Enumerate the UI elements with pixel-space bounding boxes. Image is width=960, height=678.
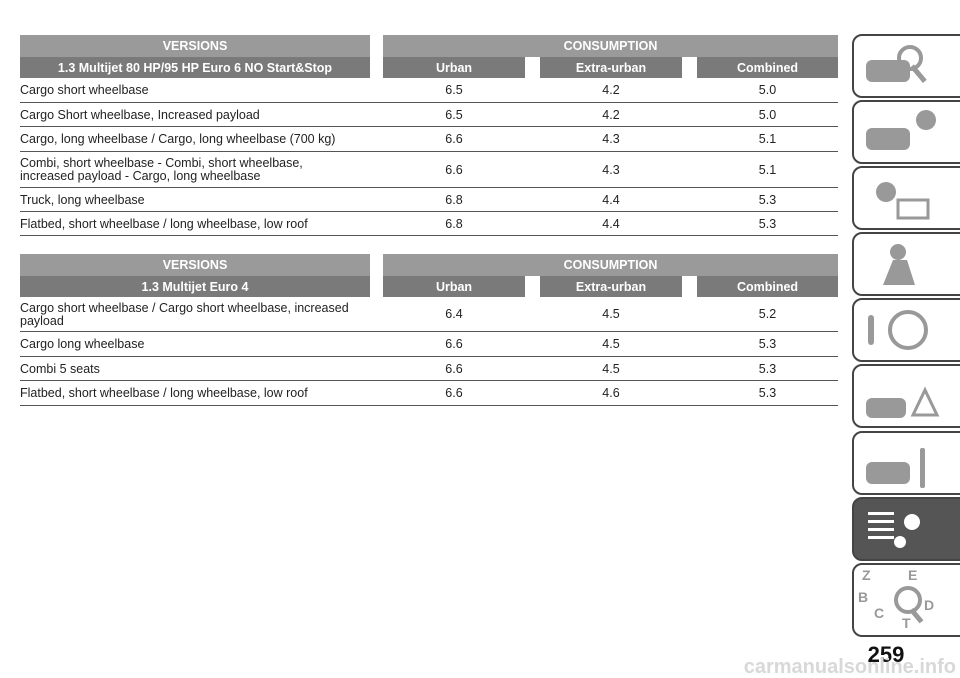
table-cell: Cargo, long wheelbase / Cargo, long whee…: [20, 132, 336, 146]
subheader-cell: Extra-urban: [540, 57, 682, 78]
table-row: [20, 381, 838, 406]
table-row: [20, 332, 838, 357]
header-cell: CONSUMPTION: [383, 35, 838, 57]
table-cell: 5.1: [758, 132, 777, 146]
table-cell: 5.3: [758, 386, 777, 400]
table-row: [20, 152, 838, 188]
header-cell: CONSUMPTION: [383, 254, 838, 276]
table-cell: 4.5: [602, 361, 620, 376]
subheader-cell: Extra-urban: [540, 276, 682, 297]
table-cell: Flatbed, short wheelbase / long wheelbas…: [20, 386, 308, 400]
table-cell: 4.2: [602, 107, 620, 122]
header-cell: VERSIONS: [20, 254, 370, 276]
table-cell: 6.6: [445, 132, 463, 146]
svg-text:T: T: [902, 615, 911, 631]
watermark: carmanualsonline.info: [743, 656, 956, 678]
svg-text:Z: Z: [862, 567, 871, 583]
table-cell: 6.6: [445, 162, 463, 177]
table-cell: 6.8: [445, 192, 463, 207]
subheader-cell: Combined: [697, 57, 838, 78]
table-cell: 6.4: [445, 307, 463, 321]
table-row: [20, 357, 838, 381]
table-cell: 5.3: [758, 361, 777, 376]
subheader-cell: Urban: [383, 57, 525, 78]
table-row: [20, 188, 838, 212]
svg-text:B: B: [858, 589, 868, 605]
svg-text:C: C: [874, 605, 884, 621]
table-row: [20, 103, 838, 127]
table-cell: 4.6: [602, 386, 620, 400]
table-cell: 6.8: [445, 216, 463, 231]
subheader-cell: 1.3 Multijet 80 HP/95 HP Euro 6 NO Start…: [20, 57, 370, 78]
table-cell: 4.3: [602, 162, 620, 177]
table-cell: Cargo Short wheelbase, Increased payload: [20, 107, 260, 122]
table-cell: 4.4: [602, 192, 620, 207]
subheader-cell: 1.3 Multijet Euro 4: [20, 276, 370, 297]
subheader-cell: Urban: [383, 276, 525, 297]
table-cell: 4.3: [602, 132, 620, 146]
sidebar: Z E B D C T: [852, 34, 960, 637]
table-cell: Flatbed, short wheelbase / long wheelbas…: [20, 216, 308, 231]
svg-text:D: D: [924, 597, 934, 613]
table-row: [20, 297, 838, 332]
table-cell: 5.1: [758, 162, 777, 177]
page-number: 259: [867, 642, 905, 667]
table-cell: 4.4: [602, 216, 620, 231]
table-row: [20, 212, 838, 236]
table-cell: 5.3: [758, 337, 777, 351]
table-cell: 5.2: [758, 307, 777, 321]
table-cell: 4.5: [602, 307, 620, 321]
header-cell: VERSIONS: [20, 35, 370, 57]
table-cell: Combi 5 seats: [20, 361, 100, 376]
table-cell: Truck, long wheelbase: [20, 192, 145, 207]
table-cell: 5.0: [758, 107, 777, 122]
table-row: [20, 127, 838, 152]
table-cell: 6.6: [445, 386, 463, 400]
table-cell: 6.6: [445, 337, 463, 351]
table-cell: 4.2: [602, 83, 620, 97]
table-cell: Combi, short wheelbase - Combi, short wh…: [20, 156, 303, 183]
table-row: [20, 78, 838, 103]
table-cell: 6.5: [445, 107, 463, 122]
table-cell: Cargo long wheelbase: [20, 337, 145, 351]
table-cell: 6.5: [445, 83, 463, 97]
table-cell: 5.3: [758, 216, 777, 231]
table-cell: 4.5: [602, 337, 620, 351]
table-cell: 5.0: [758, 83, 777, 97]
svg-text:E: E: [908, 567, 917, 583]
table-cell: Cargo short wheelbase / Cargo short whee…: [20, 300, 349, 328]
table-cell: 5.3: [758, 192, 777, 207]
subheader-cell: Combined: [697, 276, 838, 297]
table-cell: Cargo short wheelbase: [20, 83, 149, 97]
table-cell: 6.6: [445, 361, 463, 376]
